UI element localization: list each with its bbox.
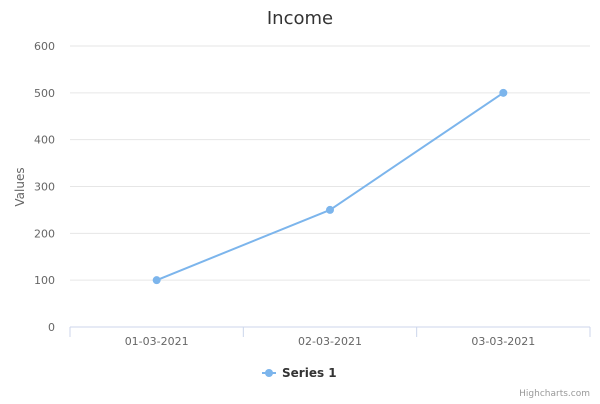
x-tick-label-2: 03-03-2021 — [471, 335, 535, 348]
y-tick-label-0: 0 — [48, 321, 55, 334]
y-axis-title: Values — [13, 167, 27, 206]
y-axis-ticks: 0 100 200 300 400 500 600 — [34, 40, 55, 334]
y-tick-label-4: 400 — [34, 134, 55, 147]
y-tick-label-3: 300 — [34, 181, 55, 194]
legend-symbol-marker — [265, 369, 273, 377]
data-point-1-0[interactable] — [152, 276, 161, 285]
series-layer — [152, 88, 508, 285]
legend-item-series-1[interactable]: Series 1 — [282, 366, 337, 380]
y-tick-label-1: 100 — [34, 274, 55, 287]
data-point-1-1[interactable] — [326, 205, 334, 214]
legend[interactable]: Series 1 — [262, 366, 337, 380]
x-axis: 01-03-2021 02-03-2021 03-03-2021 — [69, 326, 591, 348]
x-tick-label-1: 02-03-2021 — [298, 335, 362, 348]
data-point-1-2[interactable] — [499, 88, 508, 97]
y-tick-label-6: 600 — [34, 40, 55, 53]
credits-link[interactable]: Highcharts.com — [519, 389, 590, 399]
chart-title: Income — [267, 8, 333, 29]
x-tick-label-0: 01-03-2021 — [125, 335, 189, 348]
y-tick-label-2: 200 — [34, 227, 55, 240]
y-tick-label-5: 500 — [34, 87, 55, 100]
